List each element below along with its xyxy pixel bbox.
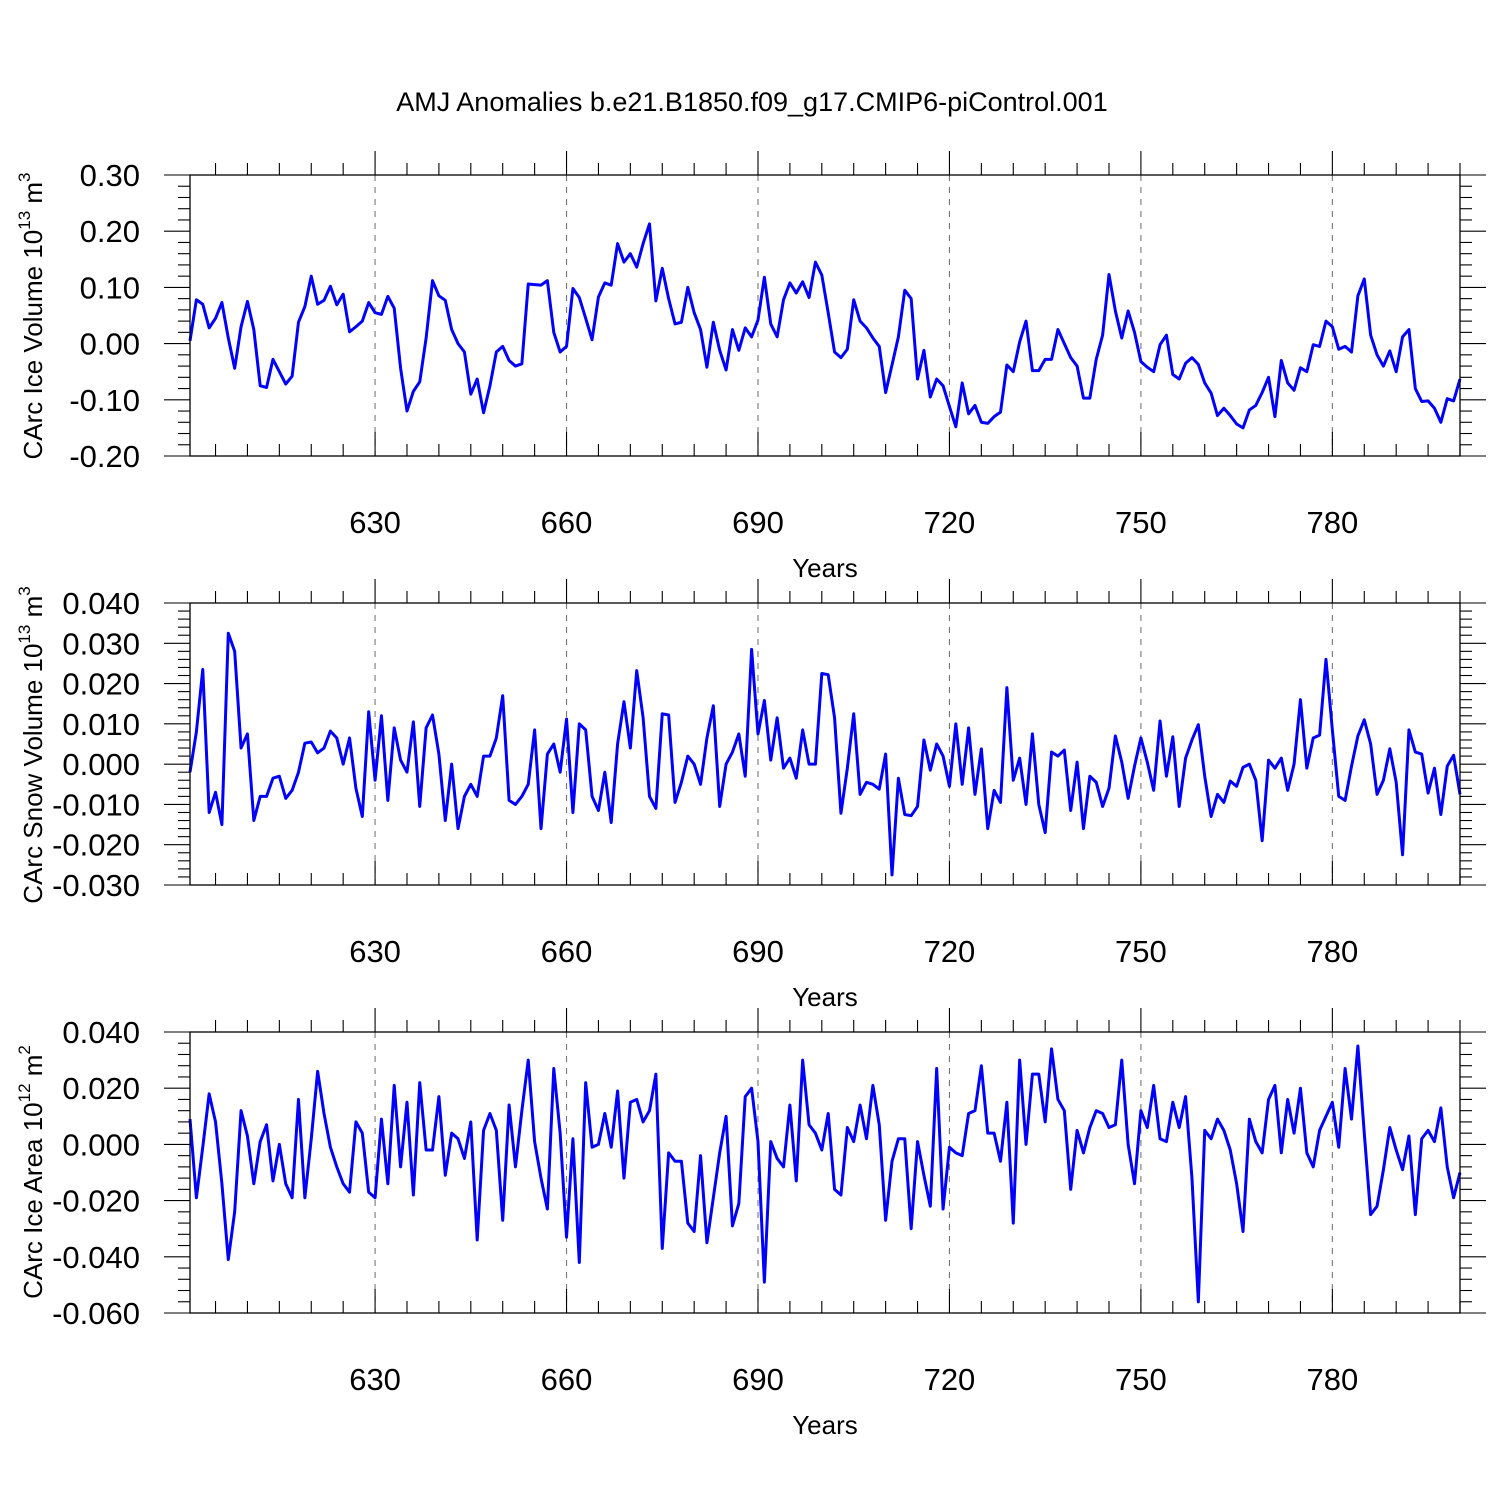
plot-frame: [189, 602, 1461, 886]
y-tick-label: -0.030: [52, 868, 140, 903]
y-tick-label: 0.030: [62, 626, 140, 661]
x-tick-label: 720: [924, 505, 976, 540]
y-tick-label: -0.10: [69, 383, 140, 418]
y-tick-label: 0.30: [80, 158, 140, 193]
series-line: [188, 222, 1462, 430]
y-tick-label: 0.00: [80, 327, 140, 362]
y-tick-label: -0.020: [52, 1184, 140, 1219]
x-tick-label: 630: [349, 505, 401, 540]
x-tick-label: 630: [349, 934, 401, 969]
x-tick-label: 630: [349, 1362, 401, 1397]
y-tick-label: 0.040: [62, 1015, 140, 1050]
x-tick-label: 750: [1115, 1362, 1167, 1397]
x-tick-label: 720: [924, 1362, 976, 1397]
x-tick-label: 720: [924, 934, 976, 969]
x-tick-label: 690: [732, 1362, 784, 1397]
y-axis-label: CArc Snow Volume 1013 m3: [15, 586, 48, 903]
x-tick-label: 690: [732, 505, 784, 540]
y-tick-label: 0.040: [62, 586, 140, 621]
chart-title: AMJ Anomalies b.e21.B1850.f09_g17.CMIP6-…: [396, 87, 1107, 117]
y-tick-label: 0.020: [62, 1071, 140, 1106]
x-tick-label: 660: [541, 1362, 593, 1397]
y-axis-label: CArc Ice Volume 1013 m3: [15, 172, 48, 459]
y-tick-label: -0.060: [52, 1296, 140, 1331]
x-tick-label: 780: [1306, 1362, 1358, 1397]
plot-frame: [189, 174, 1461, 457]
x-axis-label: Years: [792, 553, 858, 583]
x-tick-label: 690: [732, 934, 784, 969]
y-tick-label: 0.20: [80, 214, 140, 249]
y-tick-label: 0.000: [62, 747, 140, 782]
x-tick-label: 750: [1115, 934, 1167, 969]
panel-ice-volume: -0.20 -0.10 0.00 0.10 0.20 0.30 630 660 690 720 75…: [15, 151, 1486, 583]
x-axis-label: Years: [792, 982, 858, 1012]
x-tick-label: 660: [541, 505, 593, 540]
x-tick-label: 660: [541, 934, 593, 969]
y-tick-label: -0.020: [52, 828, 140, 863]
panel-ice-area: -0.060 -0.040 -0.020 0.000 0.020 0.040 630 660 6…: [15, 1008, 1486, 1440]
x-tick-label: 750: [1115, 505, 1167, 540]
y-tick-label: 0.10: [80, 270, 140, 305]
series-line: [188, 1044, 1462, 1304]
y-tick-label: 0.010: [62, 707, 140, 742]
y-axis-label: CArc Ice Area 1012 m2: [15, 1045, 48, 1299]
y-tick-label: 0.020: [62, 667, 140, 702]
series-line: [188, 631, 1462, 877]
plot-frame: [189, 1031, 1461, 1314]
y-tick-label: -0.20: [69, 439, 140, 474]
y-tick-label: -0.010: [52, 787, 140, 822]
y-tick-label: -0.040: [52, 1240, 140, 1275]
x-axis-label: Years: [792, 1410, 858, 1440]
panel-snow-volume: -0.030 -0.020 -0.010 0.000 0.010 0.020 0.030 0.…: [15, 579, 1486, 1012]
x-tick-label: 780: [1306, 934, 1358, 969]
x-tick-label: 780: [1306, 505, 1358, 540]
y-tick-label: 0.000: [62, 1127, 140, 1162]
